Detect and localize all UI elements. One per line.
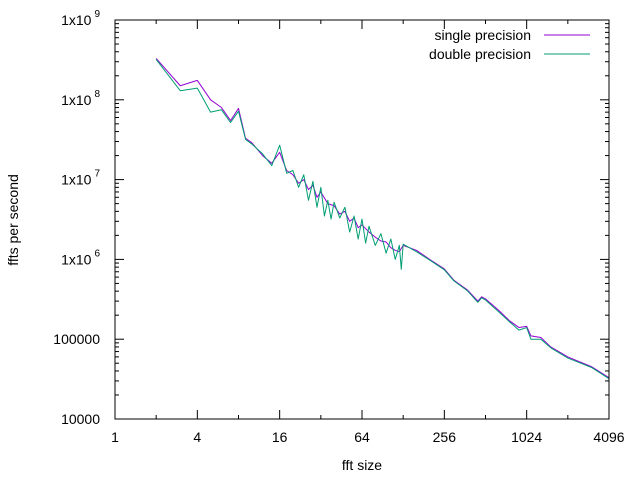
x-tick-label: 256 <box>433 429 457 445</box>
legend-label: double precision <box>429 46 531 62</box>
y-tick-label: 100000 <box>53 331 100 347</box>
y-axis-label: ffts per second <box>5 174 21 266</box>
y-tick-label: 1x10 9 <box>61 9 100 28</box>
x-axis-label: fft size <box>342 457 382 473</box>
x-tick-label: 16 <box>272 429 288 445</box>
x-tick-label: 1024 <box>511 429 542 445</box>
x-tick-label: 64 <box>354 429 370 445</box>
series-line-double-precision <box>155 59 610 380</box>
series-line-single-precision <box>155 58 610 379</box>
series-layer <box>155 58 610 380</box>
legend-label: single precision <box>435 27 532 43</box>
y-tick-label: 1x10 6 <box>61 248 100 267</box>
x-tick-label: 4 <box>193 429 201 445</box>
y-tick-label: 10000 <box>61 411 100 427</box>
x-tick-labels: 1 4 16 64 256 1024 4096 <box>111 429 625 445</box>
y-tick-label: 1x10 8 <box>61 89 100 108</box>
x-tick-label: 4096 <box>593 429 624 445</box>
y-tick-labels: 10000 100000 1x10 6 1x10 7 1x10 8 1x10 9 <box>53 9 100 427</box>
plot-frame <box>114 19 610 420</box>
y-tick-label: 1x10 7 <box>61 169 100 188</box>
legend: single precision double precision <box>429 27 590 62</box>
tick-marks <box>114 19 610 420</box>
x-tick-label: 1 <box>111 429 119 445</box>
